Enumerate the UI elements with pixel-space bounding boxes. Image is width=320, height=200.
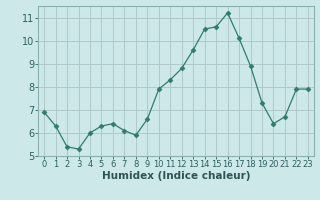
X-axis label: Humidex (Indice chaleur): Humidex (Indice chaleur): [102, 171, 250, 181]
